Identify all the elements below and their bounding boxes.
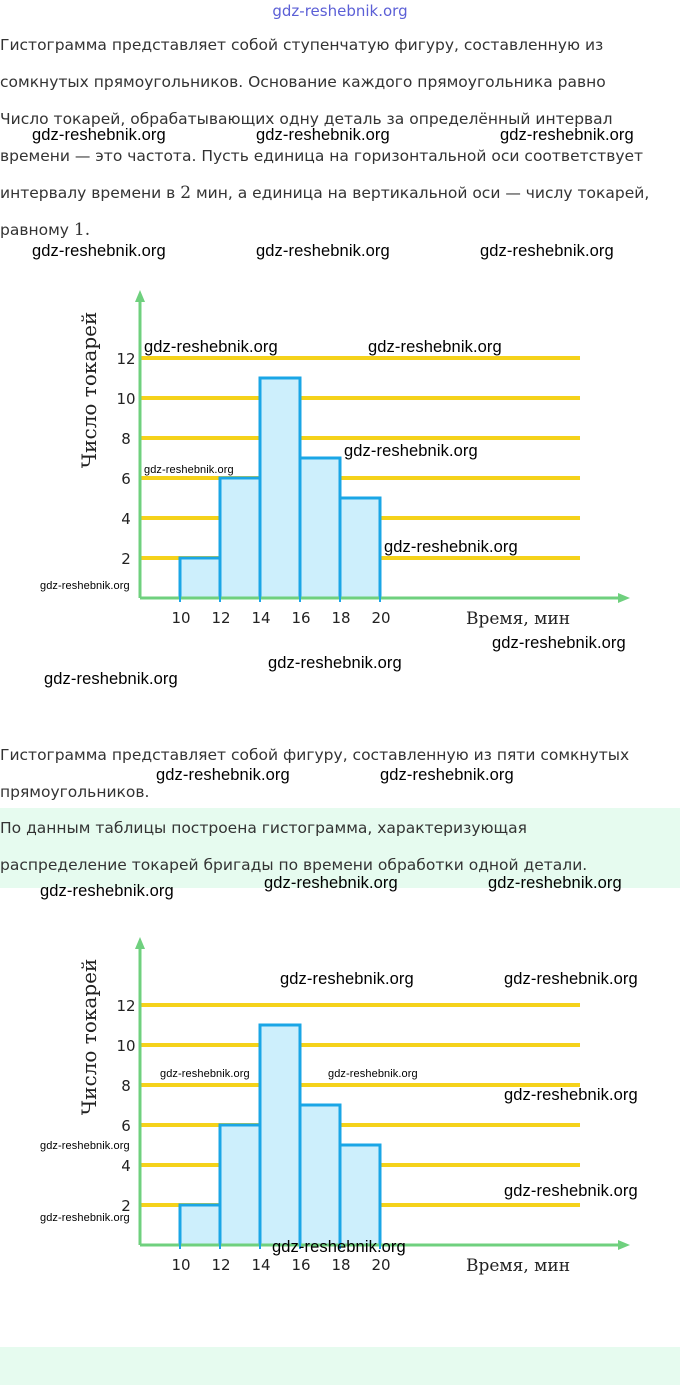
x-tick-label: 10 (171, 1256, 190, 1274)
intro-line: интервалу времени в 2 мин, а единица на … (0, 175, 676, 212)
watermark-text: gdz-reshebnik.org (160, 1068, 250, 1080)
y-axis-arrow (135, 937, 145, 949)
intro-line: времени — это частота. Пусть единица на … (0, 147, 644, 165)
histogram-bar (218, 476, 262, 600)
watermark-text: gdz-reshebnik.org (40, 580, 130, 592)
histogram-bar (338, 496, 382, 600)
histogram-bar (338, 1143, 382, 1247)
text-fragment: равному (0, 221, 74, 239)
y-axis-title: Число токарей (77, 312, 101, 469)
watermark-text: gdz-reshebnik.org (44, 670, 178, 688)
watermark-text: gdz-reshebnik.org (256, 126, 390, 144)
watermark-text: gdz-reshebnik.org (156, 766, 290, 784)
watermark-text: gdz-reshebnik.org (256, 242, 390, 260)
conclusion-paragraph: По данным таблицы построена гистограмма,… (0, 810, 676, 884)
watermark-text: gdz-reshebnik.org (32, 242, 166, 260)
y-tick-label: 8 (121, 430, 131, 448)
y-axis-title: Число токарей (77, 959, 101, 1116)
x-tick-label: 18 (331, 609, 350, 627)
watermark-text: gdz-reshebnik.org (504, 1086, 638, 1104)
watermark-text: gdz-reshebnik.org (268, 654, 402, 672)
y-tick-label: 12 (116, 997, 135, 1015)
math-number: 2 (180, 183, 192, 203)
histogram-bar (218, 1123, 262, 1247)
intro-line: Гистограмма представляет собой ступенчат… (0, 36, 604, 54)
highlight-band (0, 808, 680, 888)
conclusion-line: По данным таблицы построена гистограмма,… (0, 819, 527, 837)
watermark-text: gdz-reshebnik.org (40, 1140, 130, 1152)
watermark-text: gdz-reshebnik.org (40, 882, 174, 900)
histogram-bar (258, 1023, 302, 1247)
x-tick-label: 16 (291, 609, 310, 627)
watermark-text: gdz-reshebnik.org (40, 1212, 130, 1224)
y-tick-label: 6 (121, 1117, 131, 1135)
histogram-bar (178, 1203, 222, 1247)
watermark-text: gdz-reshebnik.org (504, 970, 638, 988)
x-tick-label: 20 (371, 1256, 390, 1274)
x-axis-arrow (618, 1240, 630, 1250)
watermark-text: gdz-reshebnik.org (32, 126, 166, 144)
watermark-text: gdz-reshebnik.org (328, 1068, 418, 1080)
watermark-text: gdz-reshebnik.org (500, 126, 634, 144)
watermark-text: gdz-reshebnik.org (384, 538, 518, 556)
x-tick-label: 12 (211, 609, 230, 627)
bottom-band (0, 1347, 680, 1385)
description-paragraph: Гистограмма представляет собой фигуру, с… (0, 737, 676, 811)
x-axis-arrow (618, 593, 630, 603)
watermark-text: gdz-reshebnik.org (488, 874, 622, 892)
histogram-chart-1: 2 4 6 8 10 12 10 12 14 16 18 20 Время, мин Число тока… (77, 290, 630, 629)
math-number: 1. (73, 220, 91, 240)
conclusion-line: распределение токарей бригады по времени… (0, 856, 588, 874)
watermark-text: gdz-reshebnik.org (344, 442, 478, 460)
description-line: прямоугольников. (0, 783, 150, 801)
histogram-chart-2: 2 4 6 8 10 12 10 12 14 16 18 20 Время, мин Число тока… (77, 937, 630, 1276)
y-tick-label: 12 (116, 350, 135, 368)
x-tick-label: 14 (251, 609, 270, 627)
y-tick-label: 8 (121, 1077, 131, 1095)
intro-line: сомкнутых прямоугольников. Основание каж… (0, 73, 606, 91)
text-fragment: мин, а единица на вертикальной оси — чис… (191, 184, 650, 202)
watermark-text: gdz-reshebnik.org (272, 1238, 406, 1256)
histogram-bar (298, 456, 342, 600)
site-title-link[interactable]: gdz-reshebnik.org (272, 2, 408, 20)
watermark-text: gdz-reshebnik.org (368, 338, 502, 356)
y-tick-label: 2 (121, 550, 131, 568)
x-tick-label: 10 (171, 609, 190, 627)
watermark-text: gdz-reshebnik.org (144, 464, 234, 476)
histogram-bar (258, 376, 302, 600)
description-line: Гистограмма представляет собой фигуру, с… (0, 746, 630, 764)
intro-line: равному 1. (0, 212, 676, 249)
x-axis-title: Время, мин (466, 609, 570, 629)
intro-line: Число токарей, обрабатывающих одну детал… (0, 110, 613, 128)
y-tick-label: 10 (116, 1037, 135, 1055)
histogram-bar (298, 1103, 342, 1247)
watermark-text: gdz-reshebnik.org (504, 1182, 638, 1200)
y-tick-label: 6 (121, 470, 131, 488)
y-tick-label: 4 (121, 510, 131, 528)
watermark-text: gdz-reshebnik.org (480, 242, 614, 260)
y-tick-label: 2 (121, 1197, 131, 1215)
y-tick-label: 10 (116, 390, 135, 408)
y-tick-label: 4 (121, 1157, 131, 1175)
x-tick-label: 18 (331, 1256, 350, 1274)
x-tick-label: 16 (291, 1256, 310, 1274)
x-tick-label: 20 (371, 609, 390, 627)
watermark-text: gdz-reshebnik.org (380, 766, 514, 784)
text-fragment: интервалу времени в (0, 184, 181, 202)
watermark-text: gdz-reshebnik.org (492, 634, 626, 652)
watermark-text: gdz-reshebnik.org (264, 874, 398, 892)
y-axis-arrow (135, 290, 145, 302)
watermark-text: gdz-reshebnik.org (144, 338, 278, 356)
x-tick-label: 12 (211, 1256, 230, 1274)
x-axis-title: Время, мин (466, 1256, 570, 1276)
watermark-text: gdz-reshebnik.org (280, 970, 414, 988)
intro-paragraph: Гистограмма представляет собой ступенчат… (0, 27, 676, 249)
x-tick-label: 14 (251, 1256, 270, 1274)
histogram-bar (178, 556, 222, 600)
